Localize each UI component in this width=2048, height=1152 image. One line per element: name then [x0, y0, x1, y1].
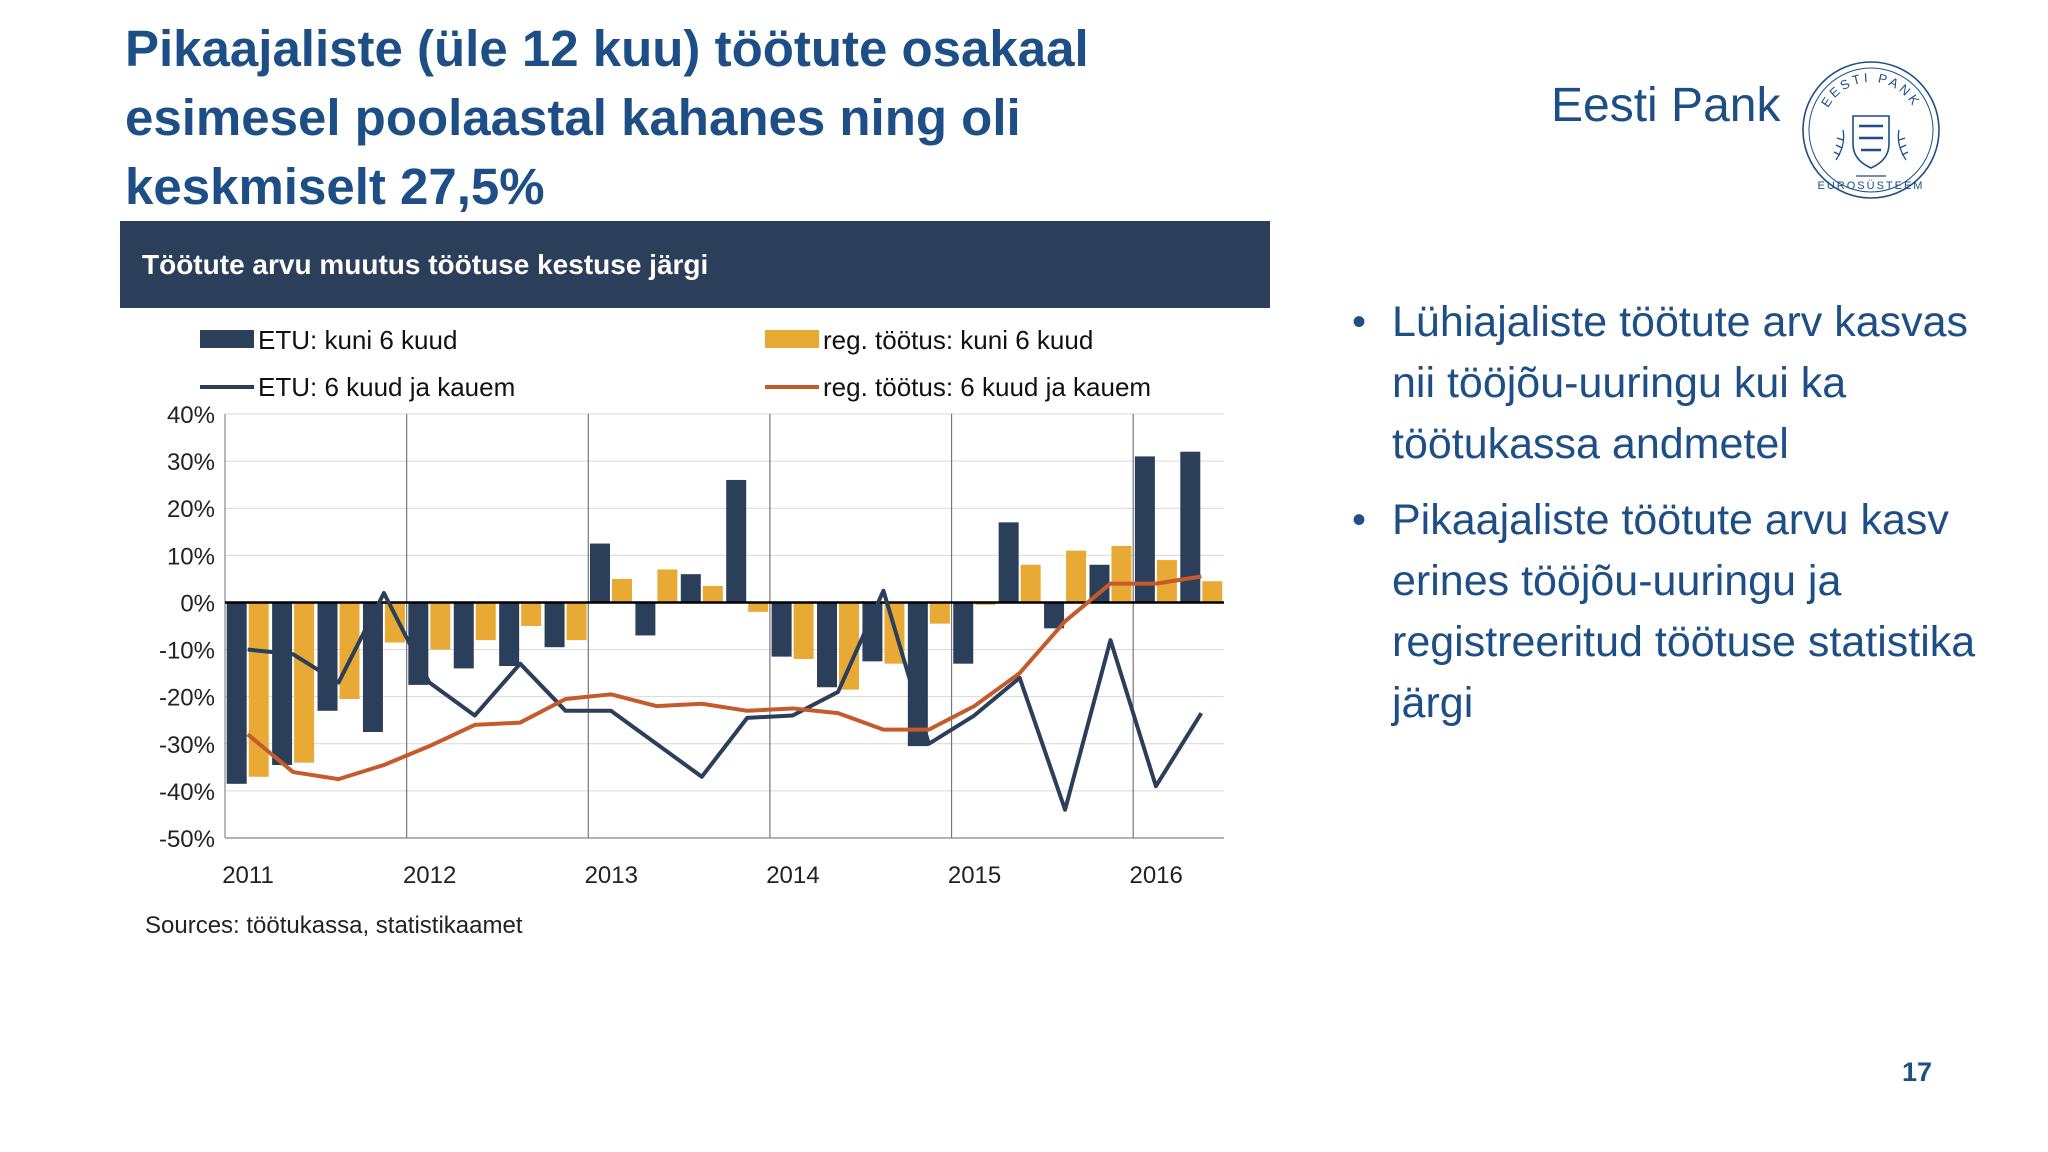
y-tick-label: -40%	[159, 779, 215, 806]
y-axis: 40% 30% 20% 10% 0% -10% -20% -30% -40% -50%	[159, 402, 215, 853]
bar-etu-short	[1180, 451, 1201, 603]
y-tick-label: 30%	[167, 449, 215, 476]
bar-etu-short	[499, 602, 520, 667]
bar-etu-short	[1089, 564, 1110, 603]
bar-etu-short	[953, 602, 974, 664]
x-axis: 2011 2012 2013 2014 2015 2016	[222, 862, 1183, 889]
bar-etu-short	[817, 602, 838, 688]
brand-name: Eesti Pank	[1551, 79, 1781, 132]
bar-reg-short	[521, 602, 542, 626]
y-tick-label: -30%	[159, 732, 215, 759]
x-tick-label: 2014	[766, 862, 819, 889]
svg-text:EESTI PANK: EESTI PANK	[1818, 70, 1924, 110]
bar-reg-short	[657, 569, 678, 603]
y-tick-label: 20%	[167, 496, 215, 523]
bar-etu-short	[453, 602, 474, 669]
y-tick-label: 10%	[167, 543, 215, 570]
slide-title-line-1: Pikaajaliste (üle 12 kuu) töötute osakaa…	[125, 20, 1089, 77]
x-tick-label: 2012	[403, 862, 456, 889]
bullet-list: Lühiajaliste töötute arv kasvas nii tööj…	[1350, 292, 2010, 749]
bar-etu-short	[1044, 602, 1065, 629]
y-tick-label: 40%	[167, 402, 215, 429]
y-tick-label: -20%	[159, 685, 215, 712]
bar-etu-short	[907, 602, 928, 747]
bar-etu-short	[544, 602, 565, 648]
eesti-pank-seal-icon: EESTI PANK	[1802, 61, 1940, 199]
duration-chart: ETU: kuni 6 kuud reg. töötus: kuni 6 kuud…	[159, 325, 1224, 889]
legend-swatch	[200, 330, 254, 348]
bar-etu-short	[1134, 456, 1155, 603]
bar-etu-short	[362, 602, 383, 732]
y-tick-label: -50%	[159, 826, 215, 853]
line-etu-long	[247, 588, 1203, 812]
bar-etu-short	[635, 602, 656, 636]
y-tick-label: -10%	[159, 638, 215, 665]
slide-title-line-2: esimesel poolaastal kahanes ning oli	[125, 89, 1021, 146]
chart-grid	[224, 413, 1224, 839]
bar-reg-short	[702, 585, 723, 603]
bar-etu-short	[680, 574, 701, 603]
seal-text: EESTI PANK	[1818, 70, 1921, 110]
chart-legend: ETU: kuni 6 kuud reg. töötus: kuni 6 kuud…	[200, 325, 1151, 402]
bar-reg-short	[1202, 581, 1223, 603]
bar-etu-short	[862, 602, 883, 662]
slide-title: Pikaajaliste (üle 12 kuu) töötute osakaa…	[125, 14, 1125, 221]
x-tick-label: 2011	[222, 862, 274, 889]
bar-reg-short	[294, 602, 315, 763]
bar-reg-short	[839, 602, 860, 690]
legend-label: reg. töötus: 6 kuud ja kauem	[823, 372, 1151, 402]
bar-reg-short	[1111, 545, 1132, 603]
bar-etu-short	[226, 602, 247, 784]
bar-reg-short	[611, 578, 632, 603]
bar-reg-short	[248, 602, 269, 777]
bar-etu-short	[272, 602, 293, 765]
legend-label: reg. töötus: kuni 6 kuud	[823, 325, 1093, 355]
page-number: 17	[1902, 1057, 1933, 1087]
legend-swatch	[765, 330, 819, 348]
chart-bars	[226, 451, 1223, 784]
x-tick-label: 2015	[948, 862, 1001, 889]
bar-reg-short	[1066, 550, 1087, 603]
bar-etu-short	[317, 602, 338, 711]
bar-reg-short	[748, 602, 769, 612]
bar-reg-short	[793, 602, 814, 659]
chart-source: Sources: töötukassa, statistikaamet	[145, 912, 523, 939]
line-reg-long	[246, 574, 1202, 782]
y-tick-label: 0%	[180, 590, 215, 617]
chart-lines	[246, 574, 1203, 812]
bar-reg-short	[1020, 564, 1041, 603]
bar-reg-short	[384, 602, 405, 643]
bullet-item: Pikaajaliste töötute arvu kasv erines tö…	[1350, 490, 2010, 734]
legend-label: ETU: 6 kuud ja kauem	[258, 372, 515, 402]
x-tick-label: 2013	[585, 862, 638, 889]
seal-subtitle: EUROSÜSTEEM	[1817, 180, 1925, 192]
slide-title-line-3: keskmiselt 27,5%	[125, 158, 545, 215]
bar-etu-short	[589, 543, 610, 603]
legend-label: ETU: kuni 6 kuud	[258, 325, 457, 355]
bar-reg-short	[566, 602, 587, 641]
bar-etu-short	[726, 479, 747, 603]
bar-etu-short	[771, 602, 792, 657]
bullet-item: Lühiajaliste töötute arv kasvas nii tööj…	[1350, 292, 2010, 475]
bar-etu-short	[408, 602, 429, 685]
bar-etu-short	[998, 522, 1019, 603]
x-tick-label: 2016	[1129, 862, 1182, 889]
chart-header: Töötute arvu muutus töötuse kestuse järg…	[120, 221, 1270, 308]
bar-reg-short	[430, 602, 451, 650]
bar-reg-short	[475, 602, 496, 641]
bar-reg-short	[929, 602, 950, 624]
